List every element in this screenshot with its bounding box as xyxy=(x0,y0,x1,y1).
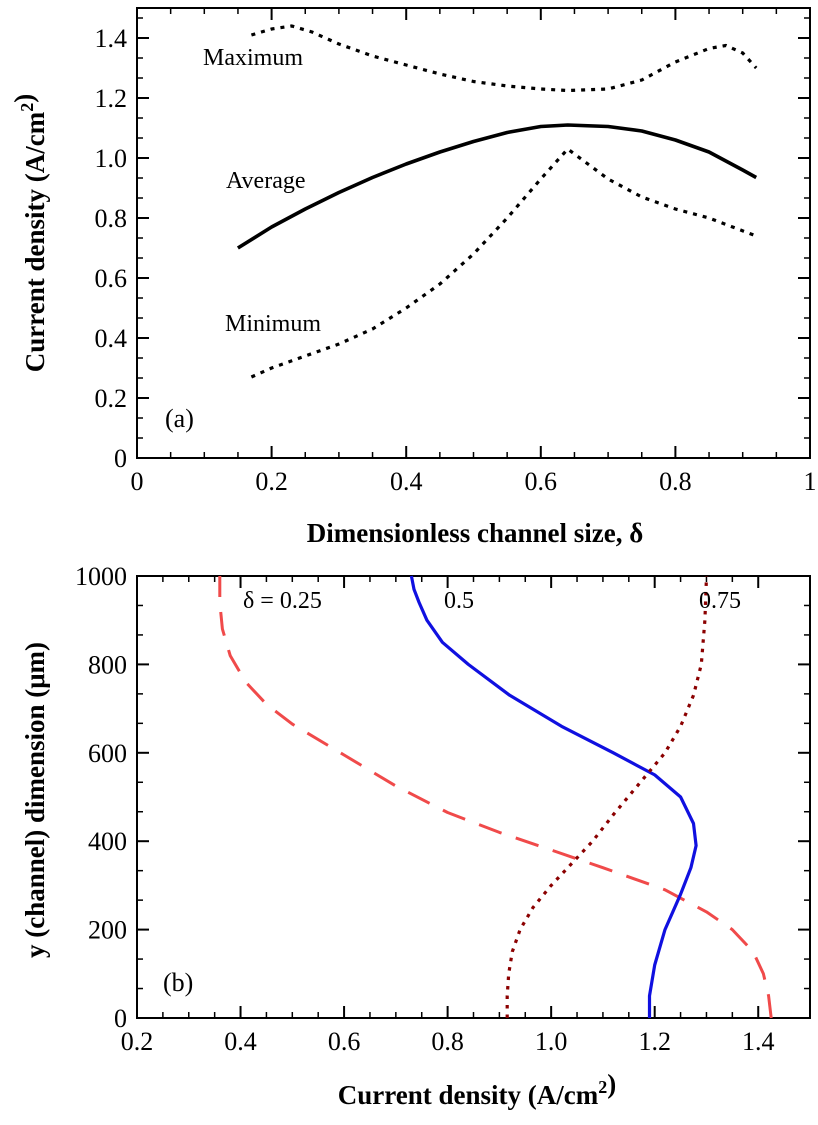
annotation-minimum: Minimum xyxy=(225,311,321,337)
series-line-0-5 xyxy=(409,575,698,1018)
panel-b-label: (b) xyxy=(163,968,193,997)
annotation-delta-075: 0.75 xyxy=(699,588,741,614)
y-tick-label: 0.4 xyxy=(95,324,128,353)
y-tick-label: 0 xyxy=(114,1004,127,1033)
panel-a-y-axis-title: Current density (A/cm2) xyxy=(9,94,50,372)
y-tick-label: 600 xyxy=(88,739,127,768)
panel-a-label: (a) xyxy=(165,404,194,433)
annotation-maximum: Maximum xyxy=(203,45,303,71)
x-tick-label: 1 xyxy=(804,467,817,496)
y-tick-label: 1000 xyxy=(75,562,127,591)
y-tick-label: 800 xyxy=(88,650,127,679)
y-tick-label: 0.6 xyxy=(95,264,128,293)
y-tick-label: 0 xyxy=(114,444,127,473)
panel-b-tick-labels: 0.2 0.4 0.6 0.8 1.0 1.2 1.4 0 200 400 600 800 1000 xyxy=(75,562,774,1056)
panel-b-x-axis-title: Current density (A/cm2) xyxy=(338,1069,616,1110)
y-tick-label: 0.8 xyxy=(95,204,128,233)
annotation-delta-025: δ = 0.25 xyxy=(243,588,322,614)
x-tick-label: 0.2 xyxy=(121,1027,154,1056)
panel-a-frame xyxy=(136,7,811,459)
panel-a-tick-labels: 0 0.2 0.4 0.6 0.8 1 0 0.2 0.4 0.6 0.8 1.0 1.2 1.4 xyxy=(95,24,817,496)
series-line-maximum xyxy=(250,24,758,93)
x-tick-label: 0.6 xyxy=(328,1027,361,1056)
y-tick-label: 1.0 xyxy=(95,144,128,173)
panel-b-ticks xyxy=(136,575,810,1019)
series-line-0-25 xyxy=(218,576,773,1019)
panel-a-x-axis-title: Dimensionless channel size, δ xyxy=(307,518,644,548)
series-line-0-75 xyxy=(505,575,709,1018)
series-line-minimum xyxy=(250,147,757,379)
x-tick-label: 0.4 xyxy=(390,467,423,496)
panel-b-y-axis-title: y (channel) dimension (μm) xyxy=(20,642,50,958)
annotation-average: Average xyxy=(226,168,306,194)
y-tick-label: 1.4 xyxy=(95,24,128,53)
panel-b-series xyxy=(218,575,773,1019)
panel-b-frame xyxy=(136,575,811,1019)
y-tick-label: 0.2 xyxy=(95,384,128,413)
x-tick-label: 0.4 xyxy=(224,1027,257,1056)
x-tick-label: 0 xyxy=(131,467,144,496)
panel-a-series xyxy=(236,24,758,379)
x-tick-label: 1.4 xyxy=(742,1027,775,1056)
x-tick-label: 0.8 xyxy=(659,467,692,496)
y-tick-label: 400 xyxy=(88,827,127,856)
annotation-delta-05: 0.5 xyxy=(444,588,474,614)
panel-a: 0 0.2 0.4 0.6 0.8 1 0 0.2 0.4 0.6 0.8 1.0 1.2 1.4 (a)… xyxy=(9,7,817,548)
panel-a-ticks xyxy=(136,8,811,459)
y-tick-label: 200 xyxy=(88,916,127,945)
x-tick-label: 0.2 xyxy=(255,467,288,496)
x-tick-label: 1.2 xyxy=(638,1027,671,1056)
panel-b: 0.2 0.4 0.6 0.8 1.0 1.2 1.4 0 200 400 600 800 1000 (… xyxy=(20,562,811,1110)
x-tick-label: 0.6 xyxy=(525,467,558,496)
y-tick-label: 1.2 xyxy=(95,84,128,113)
x-tick-label: 0.8 xyxy=(431,1027,464,1056)
x-tick-label: 1.0 xyxy=(535,1027,568,1056)
series-line-average xyxy=(236,123,758,250)
